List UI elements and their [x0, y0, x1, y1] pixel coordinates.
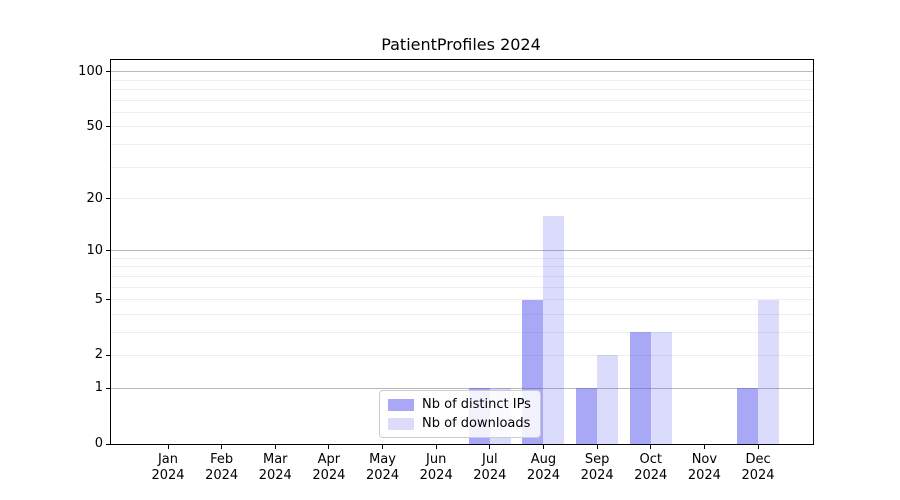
minor-gridline	[111, 126, 813, 128]
legend-item-distinct-ips: Nb of distinct IPs	[388, 397, 531, 412]
bar-distinct-ips-oct	[629, 332, 651, 444]
legend-label-downloads: Nb of downloads	[422, 416, 531, 431]
y-axis-tick	[106, 71, 110, 73]
legend-label-distinct-ips: Nb of distinct IPs	[422, 397, 531, 412]
y-tick-label: 0	[94, 436, 103, 451]
x-tick-label: Jul 2024	[473, 452, 507, 483]
minor-gridline	[111, 286, 813, 288]
x-tick-label: Jan 2024	[151, 452, 185, 483]
x-axis-tick	[542, 445, 544, 449]
x-tick-label: Oct 2024	[634, 452, 668, 483]
minor-gridline	[111, 89, 813, 91]
x-tick-label: Feb 2024	[205, 452, 239, 483]
x-axis-tick	[435, 445, 437, 449]
bar-downloads-aug	[543, 215, 565, 444]
y-axis-tick	[106, 354, 110, 356]
y-tick-label: 100	[78, 63, 103, 79]
minor-gridline	[111, 144, 813, 146]
y-axis-tick	[106, 198, 110, 199]
y-axis-tick	[106, 250, 110, 252]
x-tick-label: Dec 2024	[741, 452, 775, 483]
x-axis-tick	[757, 445, 759, 449]
minor-gridline	[111, 266, 813, 268]
x-tick-label: Sep 2024	[580, 452, 614, 483]
bar-downloads-dec	[758, 299, 780, 444]
y-axis-tick	[106, 387, 110, 389]
x-axis-tick	[221, 445, 223, 449]
chart-title: PatientProfiles 2024	[381, 35, 541, 54]
y-tick-label: 10	[86, 242, 103, 258]
y-tick-label: 50	[86, 118, 103, 134]
minor-gridline	[111, 354, 813, 356]
x-axis-tick	[650, 445, 652, 449]
y-axis-tick	[106, 126, 110, 128]
minor-gridline	[111, 166, 813, 168]
x-axis-tick	[703, 445, 705, 449]
minor-gridline	[111, 112, 813, 114]
y-tick-label: 1	[94, 380, 103, 396]
x-tick-label: Apr 2024	[312, 452, 346, 483]
minor-gridline	[111, 313, 813, 315]
bar-downloads-sep	[597, 355, 619, 444]
major-gridline	[111, 250, 813, 252]
legend-swatch-distinct-ips	[388, 398, 414, 411]
minor-gridline	[111, 198, 813, 199]
y-tick-label: 5	[94, 291, 103, 307]
x-axis-tick	[596, 445, 598, 449]
y-axis-tick	[106, 299, 110, 301]
bar-distinct-ips-sep	[576, 388, 598, 444]
minor-gridline	[111, 299, 813, 301]
legend: Nb of distinct IPs Nb of downloads	[379, 390, 541, 438]
major-gridline	[111, 387, 813, 389]
x-axis-tick	[274, 445, 276, 449]
major-gridline	[111, 71, 813, 73]
minor-gridline	[111, 331, 813, 333]
bar-distinct-ips-dec	[737, 388, 759, 444]
y-tick-label: 2	[94, 347, 103, 363]
x-tick-label: Aug 2024	[526, 452, 561, 483]
x-axis-tick	[328, 445, 330, 449]
y-axis-tick	[106, 443, 110, 445]
legend-item-downloads: Nb of downloads	[388, 416, 531, 431]
minor-gridline	[111, 99, 813, 101]
x-tick-label: Nov 2024	[687, 452, 721, 483]
minor-gridline	[111, 257, 813, 259]
x-axis-tick	[382, 445, 384, 449]
x-tick-label: May 2024	[366, 452, 400, 483]
plot-area: Nb of distinct IPs Nb of downloads 0 1 2 5 1…	[78, 59, 814, 483]
minor-gridline	[111, 275, 813, 277]
x-axis-tick	[489, 445, 491, 449]
x-axis-tick	[167, 445, 169, 449]
x-tick-label: Jun 2024	[419, 452, 453, 483]
minor-gridline	[111, 79, 813, 81]
x-tick-label: Mar 2024	[258, 452, 292, 483]
legend-swatch-downloads	[388, 417, 414, 430]
y-tick-label: 20	[86, 190, 103, 206]
bar-downloads-oct	[650, 332, 672, 444]
